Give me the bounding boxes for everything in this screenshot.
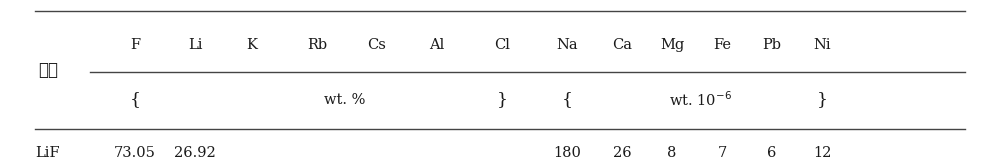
Text: Na: Na bbox=[556, 38, 578, 52]
Text: Al: Al bbox=[429, 38, 445, 52]
Text: Rb: Rb bbox=[307, 38, 327, 52]
Text: 7: 7 bbox=[717, 146, 727, 160]
Text: 180: 180 bbox=[553, 146, 581, 160]
Text: {: { bbox=[130, 91, 140, 108]
Text: wt. 10$^{-6}$: wt. 10$^{-6}$ bbox=[669, 90, 731, 109]
Text: 12: 12 bbox=[813, 146, 831, 160]
Text: {: { bbox=[562, 91, 572, 108]
Text: Ca: Ca bbox=[612, 38, 632, 52]
Text: }: } bbox=[816, 91, 828, 108]
Text: 8: 8 bbox=[667, 146, 677, 160]
Text: Mg: Mg bbox=[660, 38, 684, 52]
Text: 26: 26 bbox=[613, 146, 631, 160]
Text: Ni: Ni bbox=[813, 38, 831, 52]
Text: Pb: Pb bbox=[763, 38, 782, 52]
Text: LiF: LiF bbox=[36, 146, 60, 160]
Text: }: } bbox=[496, 91, 508, 108]
Text: Li: Li bbox=[188, 38, 202, 52]
Text: Cl: Cl bbox=[494, 38, 510, 52]
Text: 26.92: 26.92 bbox=[174, 146, 216, 160]
Text: Fe: Fe bbox=[713, 38, 731, 52]
Text: wt. %: wt. % bbox=[324, 93, 366, 107]
Text: 试样: 试样 bbox=[38, 62, 58, 79]
Text: Cs: Cs bbox=[368, 38, 386, 52]
Text: F: F bbox=[130, 38, 140, 52]
Text: K: K bbox=[246, 38, 258, 52]
Text: 6: 6 bbox=[767, 146, 777, 160]
Text: 73.05: 73.05 bbox=[114, 146, 156, 160]
